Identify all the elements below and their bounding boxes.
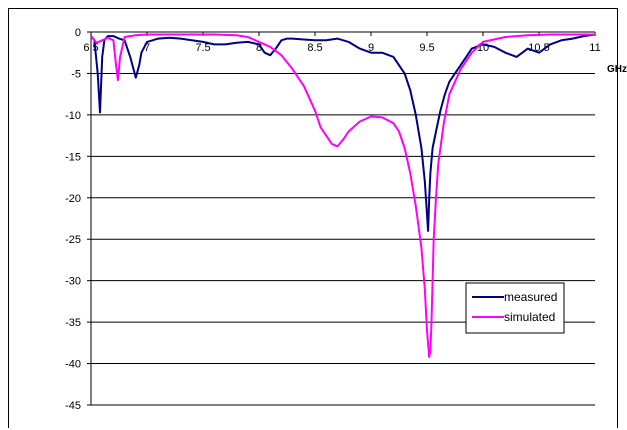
x-tick-label: 11: [589, 42, 600, 54]
x-tick-label: 8: [256, 42, 262, 54]
chart-area: [8, 8, 618, 428]
legend-label-measured: measured: [504, 290, 557, 304]
y-tick-label: 0: [75, 27, 81, 39]
x-tick-label: 8.5: [307, 42, 322, 54]
legend-box: [465, 282, 565, 334]
legend-items: measured simulated: [472, 290, 557, 324]
x-tick-label: 7.5: [195, 42, 210, 54]
legend: measured simulated: [465, 282, 565, 334]
axes: [87, 31, 596, 406]
y-tick-label: -30: [65, 276, 81, 288]
x-tick-label: 7: [144, 42, 150, 54]
y-tick-label: -10: [65, 110, 81, 122]
legend-label-simulated: simulated: [504, 310, 555, 324]
y-tick-label: -40: [65, 359, 81, 371]
y-tick-label: -5: [71, 68, 81, 80]
y-tick-labels: 0 -5 -10 -15 -20 -25 -30 -35 -40 -45: [65, 27, 81, 412]
grid-lines: [91, 31, 595, 406]
y-tick-label: -35: [65, 317, 81, 329]
x-tick-label: 9: [368, 42, 374, 54]
y-tick-label: -45: [65, 400, 81, 412]
y-tick-label: -15: [65, 151, 81, 163]
series-line-measured: [90, 33, 596, 232]
x-tick-label: 9.5: [419, 42, 434, 54]
x-axis-unit-label: GHz: [607, 64, 627, 75]
series-line-simulated: [90, 33, 595, 358]
series-lines: [90, 33, 596, 358]
y-tick-label: -25: [65, 234, 81, 246]
y-tick-label: -20: [65, 193, 81, 205]
